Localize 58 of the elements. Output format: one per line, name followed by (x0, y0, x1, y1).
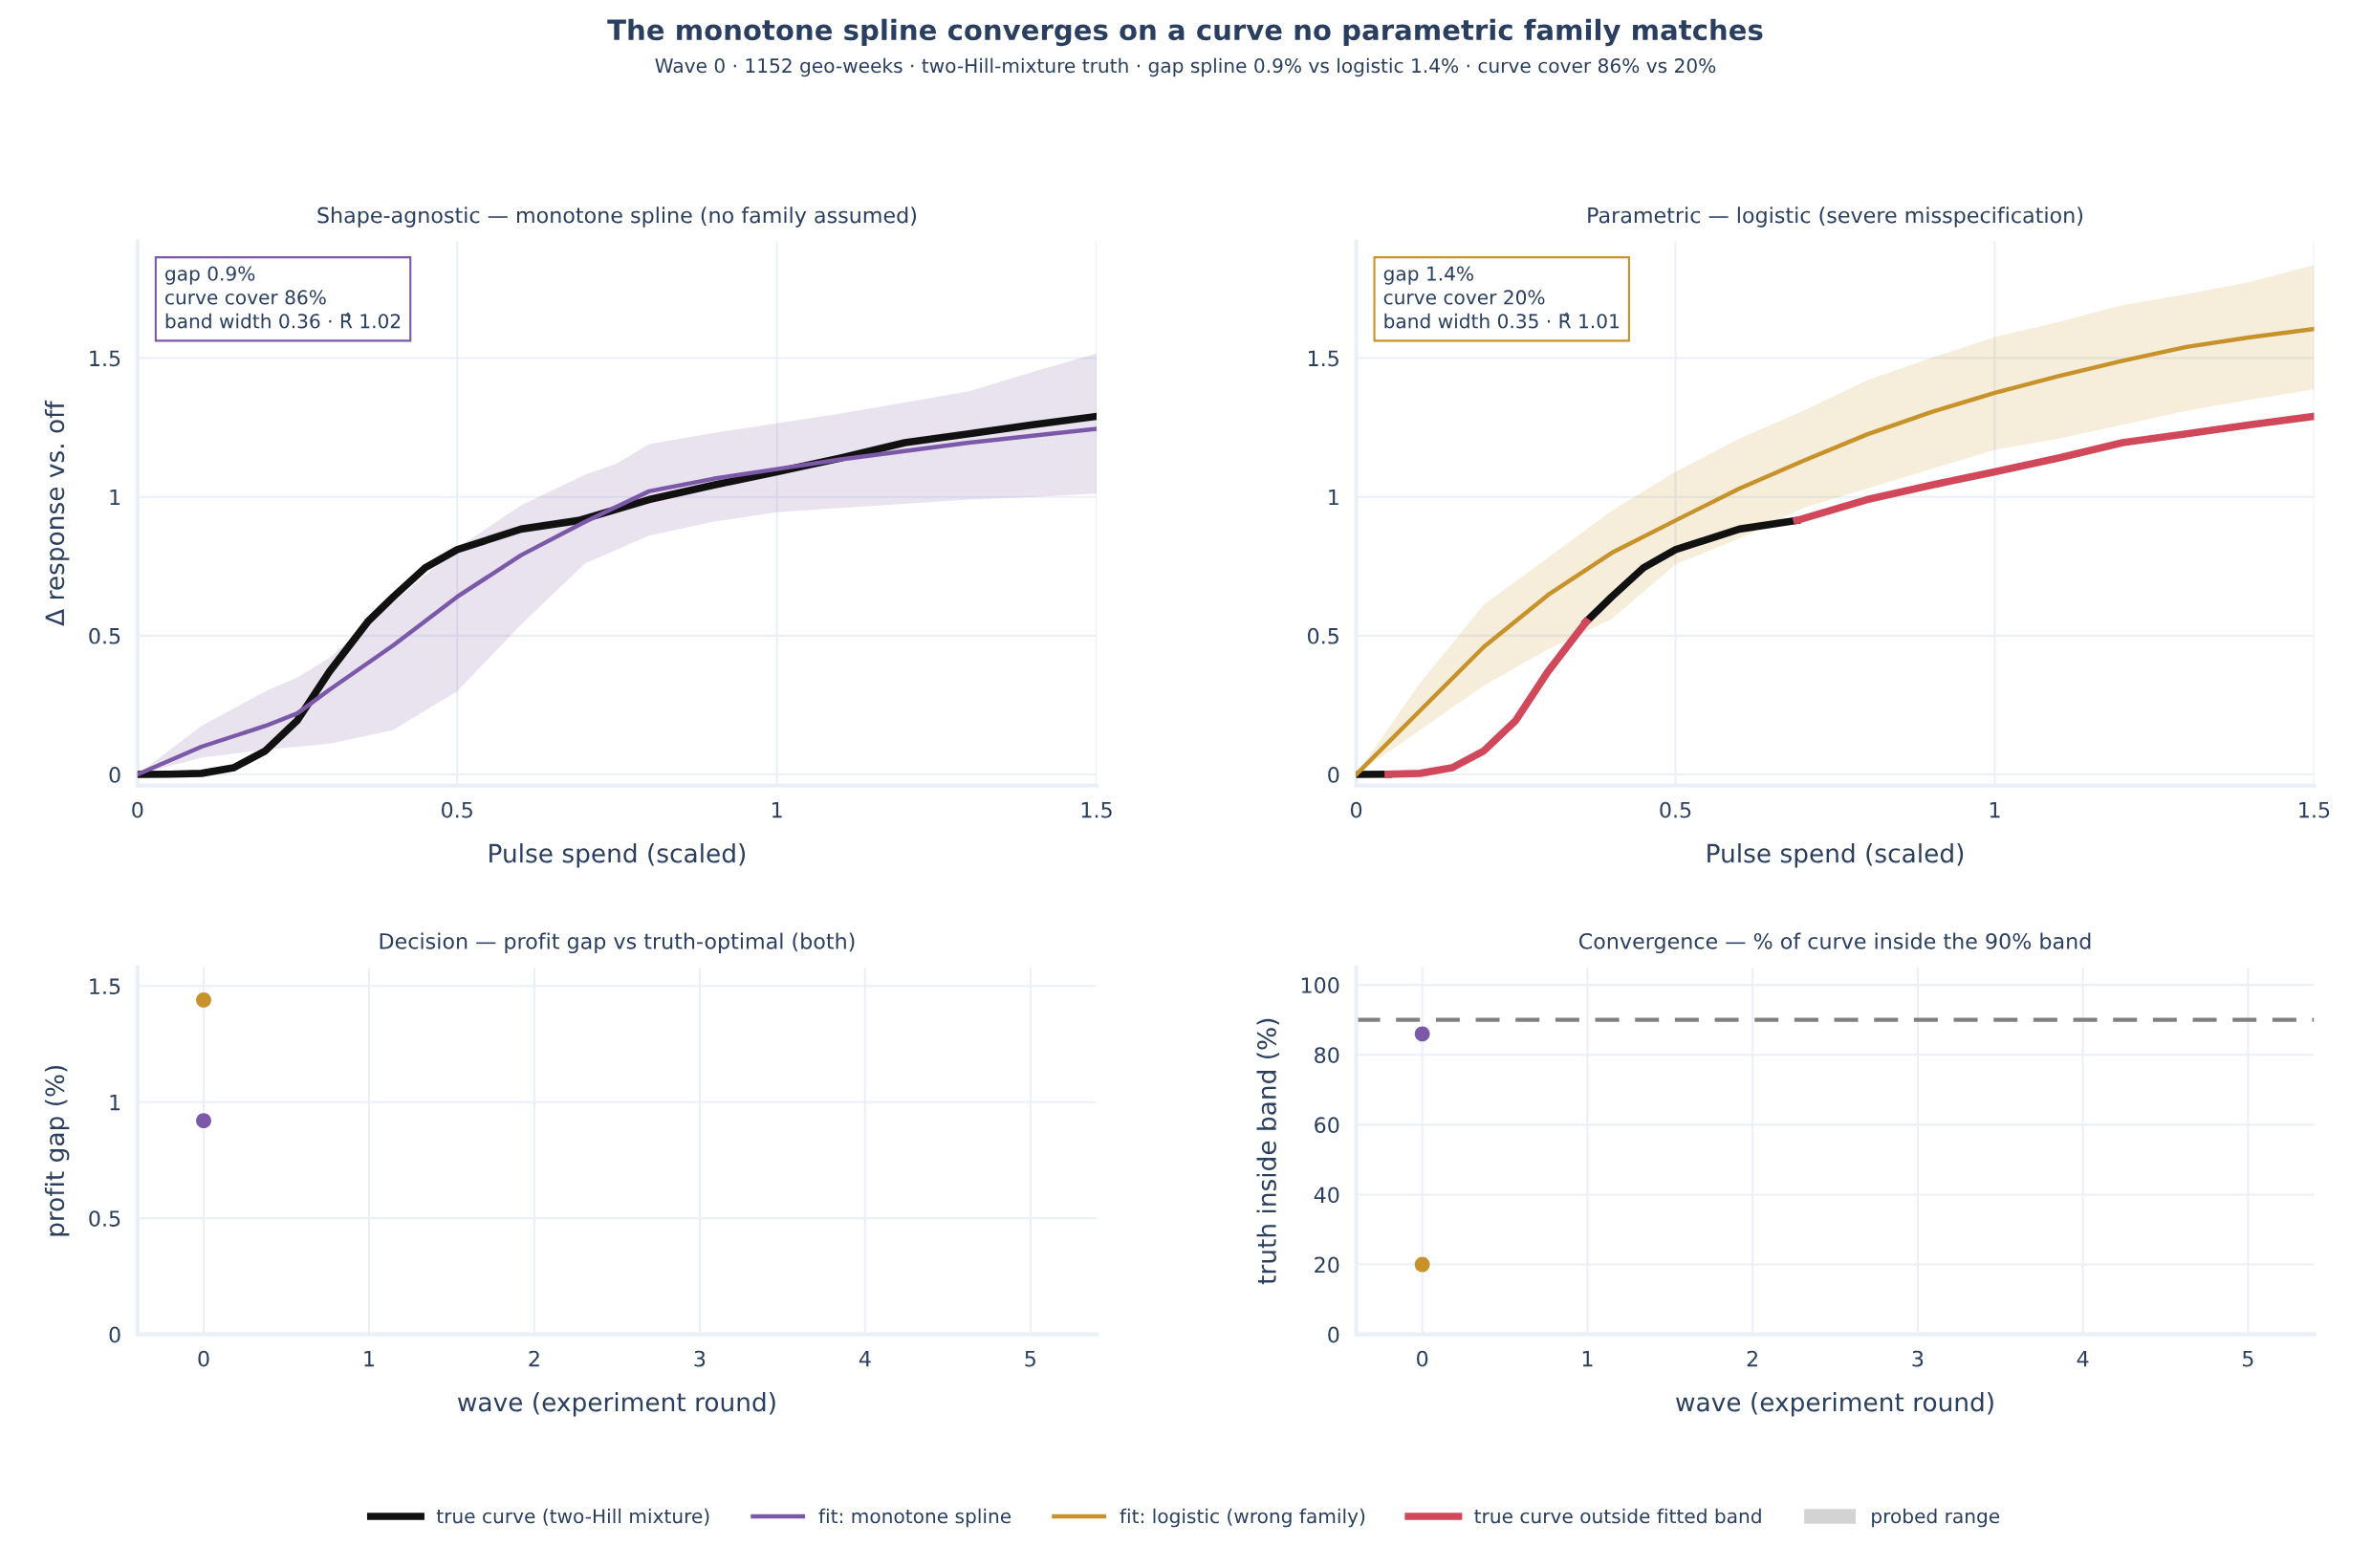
x-tick-label: 0 (132, 801, 143, 818)
x-tick-label: 0 (1417, 1350, 1428, 1367)
legend-label: fit: logistic (wrong family) (1120, 1508, 1365, 1528)
y-tick-label: 100 (1301, 977, 1339, 993)
x-tick-label: 1.5 (1081, 801, 1112, 818)
chart-title: Parametric — logistic (severe misspecification) (1588, 207, 2083, 228)
x-tick-label: 1.5 (2299, 801, 2330, 818)
x-axis-title: wave (experiment round) (1676, 1392, 1993, 1417)
x-tick-label: 1 (772, 801, 782, 818)
x-tick-label: 5 (2243, 1350, 2253, 1367)
y-tick-label: 1 (110, 1095, 120, 1111)
chart-title: Shape-agnostic — monotone spline (no family assumed) (317, 207, 916, 228)
x-tick-label: 3 (1912, 1350, 1924, 1367)
y-tick-label: 1.5 (1308, 350, 1338, 367)
y-tick-label: 60 (1315, 1117, 1339, 1134)
legend-label: fit: monotone spline (818, 1508, 1011, 1528)
x-tick-label: 4 (859, 1350, 871, 1367)
legend-label: true curve (two-Hill mixture) (436, 1508, 709, 1526)
y-tick-label: 80 (1315, 1047, 1339, 1064)
y-tick-label: 1 (110, 489, 120, 506)
y-axis-title: Δ response vs. off (44, 400, 70, 626)
x-axis-title: Pulse spend (scaled) (1708, 843, 1964, 868)
y-tick-label: 0 (109, 766, 120, 783)
y-tick-label: 0 (1328, 766, 1339, 783)
x-axis-title: Pulse spend (scaled) (489, 843, 746, 868)
legend-label: true curve outside fitted band (1474, 1508, 1761, 1524)
y-tick-label: 0.5 (1308, 627, 1338, 644)
chart-title: Decision — profit gap vs truth-optimal (both) (380, 932, 855, 954)
y-tick-label: 0.5 (89, 1210, 120, 1227)
x-tick-label: 0 (1350, 801, 1362, 818)
y-tick-label: 1 (1329, 489, 1338, 506)
y-tick-label: 1.5 (90, 978, 120, 995)
y-tick-label: 40 (1314, 1187, 1339, 1204)
y-axis-title: profit gap (%) (44, 1065, 70, 1236)
x-tick-label: 2 (529, 1350, 539, 1367)
annotation: gap 1.4% curve cover 20% band width 0.35 · R̂ 1.01 (1383, 266, 1620, 329)
x-tick-label: 0 (198, 1350, 209, 1367)
y-tick-label: 0 (109, 1326, 120, 1343)
legend-label: probed range (1872, 1508, 2000, 1528)
y-tick-label: 0.5 (89, 627, 120, 644)
y-tick-label: 1.5 (90, 350, 120, 367)
text: The monotone spline converges on a curve no parametric family matches (607, 18, 1763, 47)
x-tick-label: 0.5 (1660, 801, 1691, 818)
text: Wave 0 · 1152 geo-weeks · two-Hill-mixture truth · gap spline 0.9% vs logistic 1.4% · curve cover 86% vs 20% (655, 57, 1716, 77)
x-axis-title: wave (experiment round) (457, 1392, 775, 1417)
x-tick-label: 3 (694, 1350, 706, 1367)
x-tick-label: 2 (1747, 1350, 1757, 1367)
x-tick-label: 1 (1582, 1350, 1593, 1367)
x-tick-label: 1 (364, 1350, 374, 1367)
x-tick-label: 4 (2077, 1350, 2089, 1367)
y-tick-label: 0 (1328, 1326, 1339, 1343)
x-tick-label: 1 (1990, 801, 2000, 818)
annotation: gap 0.9% curve cover 86% band width 0.36 · R̂ 1.02 (165, 266, 401, 329)
chart-title: Convergence — % of curve inside the 90% band (1578, 932, 2091, 954)
x-tick-label: 0.5 (442, 801, 472, 818)
x-tick-label: 5 (1025, 1350, 1035, 1367)
y-axis-title: truth inside band (%) (1256, 1018, 1280, 1285)
y-tick-label: 20 (1315, 1256, 1339, 1274)
